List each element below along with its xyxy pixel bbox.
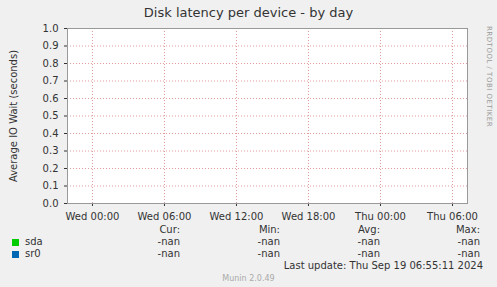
html-text:Max:: Max: bbox=[456, 224, 480, 235]
html-text:Last update: Thu Sep 19 06:55:: Last update: Thu Sep 19 06:55:11 2024 bbox=[283, 260, 483, 271]
svg-text:0.8: 0.8 bbox=[43, 58, 59, 69]
html-text:-nan: -nan bbox=[357, 248, 380, 259]
html-text:-nan: -nan bbox=[157, 236, 180, 247]
svg-text:Thu 06:00: Thu 06:00 bbox=[426, 211, 478, 222]
html-text:Min:: Min: bbox=[258, 224, 280, 235]
svg-text:Wed 18:00: Wed 18:00 bbox=[282, 211, 336, 222]
svg-text:Wed 00:00: Wed 00:00 bbox=[66, 211, 120, 222]
html-text:sda: sda bbox=[25, 236, 43, 247]
svg-text:Average IO Wait (seconds): Average IO Wait (seconds) bbox=[8, 50, 19, 182]
html-text:sr0: sr0 bbox=[25, 248, 41, 259]
svg-text:0.7: 0.7 bbox=[43, 75, 59, 86]
svg-text:Wed 12:00: Wed 12:00 bbox=[210, 211, 264, 222]
svg-text:Thu 00:00: Thu 00:00 bbox=[354, 211, 406, 222]
svg-text:0.4: 0.4 bbox=[43, 128, 59, 139]
html-text:Munin 2.0.49: Munin 2.0.49 bbox=[222, 274, 275, 283]
svg-text:0.1: 0.1 bbox=[43, 180, 59, 191]
svg-text:0.3: 0.3 bbox=[43, 145, 59, 156]
html-text:-nan: -nan bbox=[457, 236, 480, 247]
html-text:-nan: -nan bbox=[257, 248, 280, 259]
svg-text:0.2: 0.2 bbox=[43, 163, 59, 174]
html-text:Disk latency per device - by d: Disk latency per device - by day bbox=[143, 5, 354, 20]
html-text:Cur:: Cur: bbox=[159, 224, 180, 235]
html-text:-nan: -nan bbox=[357, 236, 380, 247]
svg-text:Wed 06:00: Wed 06:00 bbox=[138, 211, 192, 222]
html-text:-nan: -nan bbox=[157, 248, 180, 259]
html-text:-nan: -nan bbox=[257, 236, 280, 247]
svg-text:0.9: 0.9 bbox=[43, 40, 59, 51]
svg-text:1.0: 1.0 bbox=[43, 23, 59, 34]
svg-text:0.5: 0.5 bbox=[43, 110, 59, 121]
html-text:Avg:: Avg: bbox=[358, 224, 380, 235]
html-text:-nan: -nan bbox=[457, 248, 480, 259]
svg-text:0.0: 0.0 bbox=[43, 198, 59, 209]
svg-text:0.6: 0.6 bbox=[43, 93, 59, 104]
html-text:RRDTOOL / TOBI OETIKER: RRDTOOL / TOBI OETIKER bbox=[485, 26, 493, 128]
